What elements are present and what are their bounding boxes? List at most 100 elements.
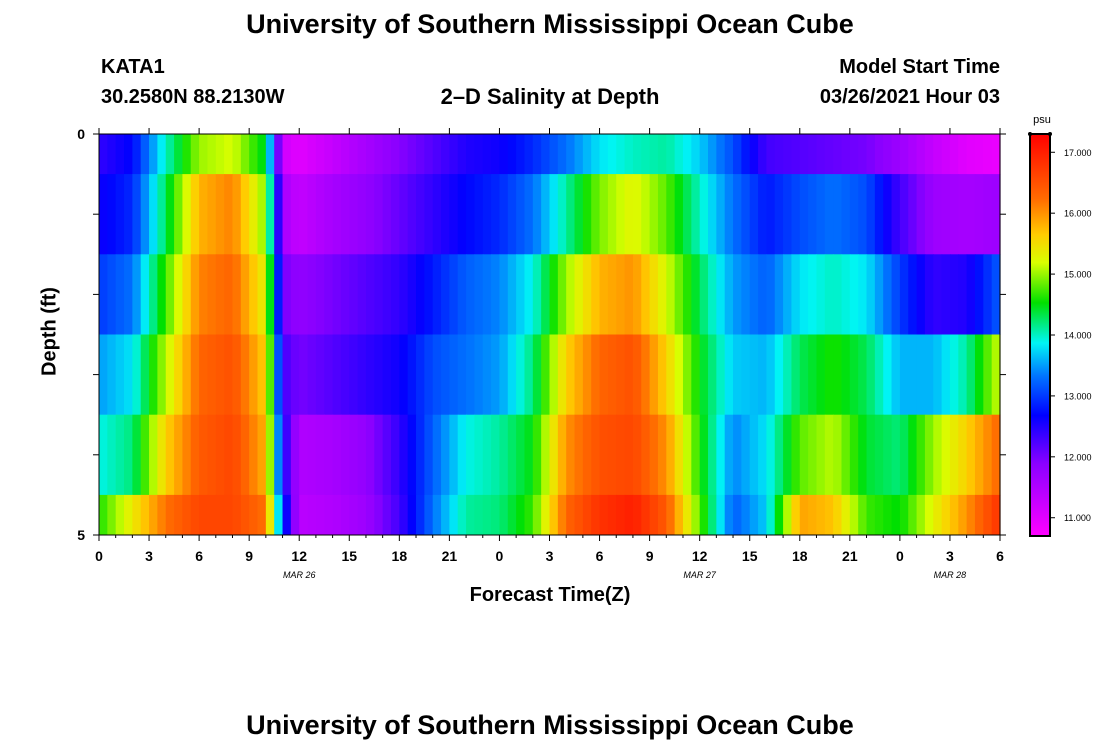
- heatmap-cell: [724, 414, 734, 496]
- heatmap-cell: [574, 414, 584, 496]
- heatmap-cell: [766, 414, 776, 496]
- heatmap-cell: [774, 414, 784, 496]
- heatmap-cell: [157, 334, 167, 416]
- heatmap-cell: [833, 134, 843, 175]
- heatmap-cell: [132, 174, 142, 255]
- heatmap-cell: [240, 334, 250, 416]
- heatmap-cell: [874, 134, 884, 175]
- heatmap-cell: [157, 254, 167, 335]
- heatmap-cell: [382, 494, 392, 536]
- heatmap-cell: [516, 254, 526, 335]
- heatmap-cell: [616, 174, 626, 255]
- heatmap-cell: [733, 174, 742, 255]
- heatmap-cell: [532, 494, 542, 536]
- heatmap-cell: [566, 174, 576, 255]
- heatmap-cell: [299, 414, 309, 496]
- heatmap-cell: [215, 494, 225, 536]
- heatmap-cell: [891, 134, 901, 175]
- model-start-time: 03/26/2021 Hour 03: [819, 86, 1000, 108]
- heatmap-cell: [449, 254, 459, 335]
- heatmap-cell: [524, 334, 534, 416]
- heatmap-cell: [766, 494, 776, 536]
- heatmap-cell: [140, 254, 150, 335]
- x-tick-label: 12: [291, 548, 307, 564]
- heatmap-cell: [607, 254, 617, 335]
- heatmap-cell: [599, 494, 609, 536]
- heatmap-cell: [666, 174, 676, 255]
- colorbar-tick-label: 13.000: [1064, 391, 1092, 401]
- heatmap-cell: [482, 254, 492, 335]
- heatmap-cell: [207, 494, 217, 536]
- heatmap-cell: [866, 494, 876, 536]
- heatmap-cell: [132, 414, 142, 496]
- heatmap-cell: [399, 414, 409, 496]
- heatmap-cell: [157, 134, 167, 175]
- heatmap-cell: [249, 174, 259, 255]
- heatmap-cell: [808, 134, 818, 175]
- heatmap-cell: [240, 414, 250, 496]
- heatmap-cell: [424, 174, 434, 255]
- colorbar-tick-label: 11.000: [1064, 513, 1091, 523]
- heatmap-cell: [741, 174, 751, 255]
- heatmap-cell: [340, 334, 350, 416]
- heatmap-cell: [140, 134, 150, 175]
- heatmap-cell: [340, 414, 350, 496]
- heatmap-cell: [808, 494, 818, 536]
- heatmap-cell: [649, 334, 659, 416]
- heatmap-cell: [657, 414, 667, 496]
- heatmap-cell: [265, 254, 275, 335]
- heatmap-cell: [582, 414, 592, 496]
- heatmap-cell: [691, 254, 701, 335]
- heatmap-cell: [149, 494, 158, 536]
- heatmap-cell: [140, 494, 150, 536]
- heatmap-cell: [783, 174, 793, 255]
- x-tick-label: 18: [392, 548, 408, 564]
- heatmap-cell: [165, 494, 175, 536]
- heatmap-cell: [424, 134, 434, 175]
- heatmap-cell: [499, 494, 509, 536]
- heatmap-cell: [574, 334, 584, 416]
- heatmap-cell: [140, 414, 150, 496]
- heatmap-cell: [174, 174, 184, 255]
- heatmap-cell: [766, 174, 776, 255]
- heatmap-cell: [549, 334, 559, 416]
- heatmap-cell: [282, 414, 292, 496]
- heatmap-cell: [758, 174, 768, 255]
- heatmap-cell: [299, 134, 309, 175]
- heatmap-cell: [758, 334, 768, 416]
- heatmap-cell: [332, 254, 342, 335]
- heatmap-cell: [691, 134, 701, 175]
- x-tick-label: 6: [195, 548, 203, 564]
- heatmap-cell: [808, 254, 818, 335]
- heatmap-cell: [374, 134, 384, 175]
- heatmap-cell: [274, 334, 284, 416]
- heatmap-cell: [190, 174, 200, 255]
- heatmap-cell: [290, 414, 300, 496]
- heatmap-cell: [390, 334, 400, 416]
- heatmap-cell: [849, 414, 859, 496]
- date-label: MAR 27: [683, 570, 717, 580]
- heatmap-cell: [649, 414, 659, 496]
- heatmap-cell: [340, 174, 350, 255]
- heatmap-cell: [908, 134, 918, 175]
- heatmap-cell: [607, 334, 617, 416]
- heatmap-cell: [549, 494, 559, 536]
- heatmap-cell: [115, 494, 125, 536]
- heatmap-cell: [549, 134, 559, 175]
- heatmap-cell: [124, 134, 133, 175]
- heatmap-cell: [365, 134, 375, 175]
- heatmap-cell: [866, 414, 876, 496]
- heatmap-cell: [165, 414, 175, 496]
- heatmap-cell: [157, 494, 167, 536]
- heatmap-cell: [507, 134, 517, 175]
- heatmap-cell: [908, 254, 918, 335]
- heatmap-cell: [632, 334, 642, 416]
- heatmap-cell: [99, 254, 108, 335]
- heatmap-cell: [858, 494, 868, 536]
- heatmap-cell: [641, 494, 651, 536]
- heatmap-cell: [315, 494, 325, 536]
- heatmap-cell: [941, 174, 951, 255]
- heatmap-cell: [265, 174, 275, 255]
- heatmap-cell: [365, 174, 375, 255]
